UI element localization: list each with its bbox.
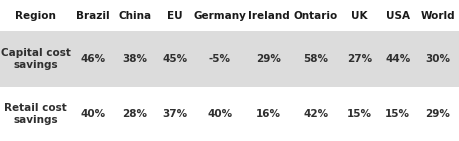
Text: Brazil: Brazil <box>76 11 110 20</box>
Text: Region: Region <box>16 11 56 20</box>
Text: 38%: 38% <box>122 54 147 64</box>
Text: 40%: 40% <box>80 109 105 119</box>
Text: 29%: 29% <box>425 109 450 119</box>
Text: 37%: 37% <box>162 109 188 119</box>
Text: Ireland: Ireland <box>247 11 289 20</box>
Bar <box>0 87 459 141</box>
Text: USA: USA <box>386 11 410 20</box>
Text: 27%: 27% <box>347 54 372 64</box>
Text: China: China <box>118 11 151 20</box>
Text: Retail cost
savings: Retail cost savings <box>5 103 67 125</box>
Text: 15%: 15% <box>385 109 410 119</box>
Text: Germany: Germany <box>193 11 246 20</box>
Text: 40%: 40% <box>207 109 232 119</box>
Text: 29%: 29% <box>256 54 281 64</box>
Text: 42%: 42% <box>303 109 328 119</box>
Text: 58%: 58% <box>303 54 328 64</box>
Bar <box>0 31 459 87</box>
Text: Ontario: Ontario <box>294 11 338 20</box>
Text: EU: EU <box>167 11 183 20</box>
Text: 44%: 44% <box>385 54 410 64</box>
Text: 15%: 15% <box>347 109 372 119</box>
Text: World: World <box>421 11 455 20</box>
Text: 28%: 28% <box>122 109 147 119</box>
Text: -5%: -5% <box>209 54 231 64</box>
Text: UK: UK <box>351 11 368 20</box>
Text: 30%: 30% <box>425 54 450 64</box>
Text: 46%: 46% <box>80 54 105 64</box>
Text: 45%: 45% <box>162 54 188 64</box>
Text: 16%: 16% <box>256 109 281 119</box>
Text: Capital cost
savings: Capital cost savings <box>1 48 71 70</box>
